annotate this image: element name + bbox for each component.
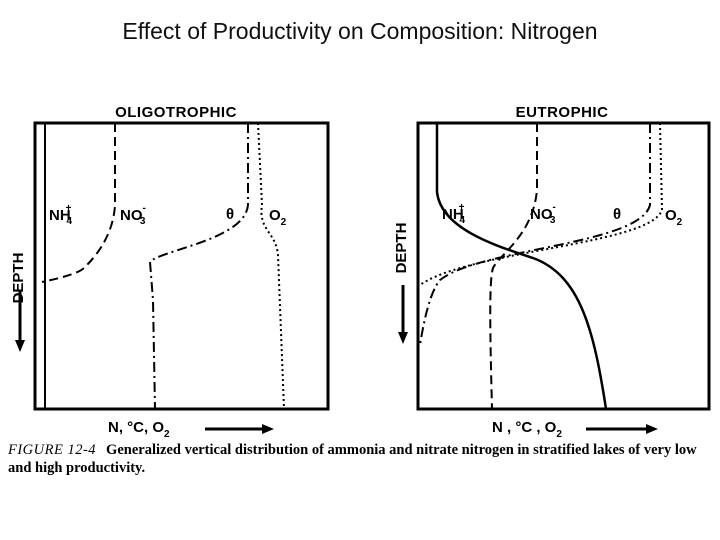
oligotrophic-nh4-label: NH+ 4 bbox=[49, 203, 73, 227]
oligotrophic-x-axis-label: N, °C, O2 bbox=[108, 419, 170, 440]
slide-title: Effect of Productivity on Composition: N… bbox=[122, 18, 598, 44]
eutrophic-nh4-label: NH+ 4 bbox=[442, 202, 466, 226]
eutrophic-no3-profile bbox=[489, 123, 538, 410]
oligotrophic-oxygen-profile bbox=[257, 122, 285, 410]
oligotrophic-temperature-profile bbox=[148, 123, 249, 410]
eutrophic-x-axis-label: N , °C , O2 bbox=[492, 419, 562, 440]
oligotrophic-no3-profile bbox=[41, 123, 116, 283]
oligotrophic-frame bbox=[33, 121, 330, 411]
oligotrophic-panel: OLIGOTROPHIC NH+ 4 NO-3 θ O2 N, °C, O2 DE… bbox=[10, 104, 330, 440]
eutrophic-theta-label: θ bbox=[613, 206, 621, 223]
eutrophic-y-axis-label: DEPTH bbox=[393, 223, 410, 274]
oligotrophic-y-axis-arrow bbox=[15, 290, 25, 352]
oligotrophic-y-axis-label: DEPTH bbox=[10, 253, 27, 304]
eutrophic-title: EUTROPHIC bbox=[516, 104, 609, 121]
eutrophic-no3-label: NO-3 bbox=[530, 202, 556, 226]
caption-text: Generalized vertical distribution of amm… bbox=[8, 442, 697, 476]
eutrophic-o2-label: O2 bbox=[665, 207, 683, 228]
eutrophic-panel: EUTROPHIC NH+ 4 NO-3 θ O2 N , °C , O2 DEP… bbox=[393, 104, 711, 440]
figure-caption: FIGURE 12-4 Generalized vertical distribu… bbox=[8, 441, 712, 477]
eutrophic-x-axis-arrow bbox=[586, 424, 658, 434]
eutrophic-nh4-profile bbox=[435, 123, 608, 410]
oligotrophic-no3-label: NO-3 bbox=[120, 203, 146, 227]
oligotrophic-o2-label: O2 bbox=[269, 207, 287, 228]
oligotrophic-theta-label: θ bbox=[226, 206, 234, 223]
figure-number: FIGURE 12-4 bbox=[8, 442, 97, 458]
figure-12-4: OLIGOTROPHIC NH+ 4 NO-3 θ O2 N, °C, O2 DE… bbox=[10, 104, 711, 440]
eutrophic-temperature-profile bbox=[419, 123, 651, 346]
eutrophic-frame bbox=[416, 121, 711, 411]
eutrophic-y-axis-arrow bbox=[398, 285, 408, 344]
oligotrophic-title: OLIGOTROPHIC bbox=[115, 104, 237, 121]
oligotrophic-x-axis-arrow bbox=[205, 424, 274, 434]
